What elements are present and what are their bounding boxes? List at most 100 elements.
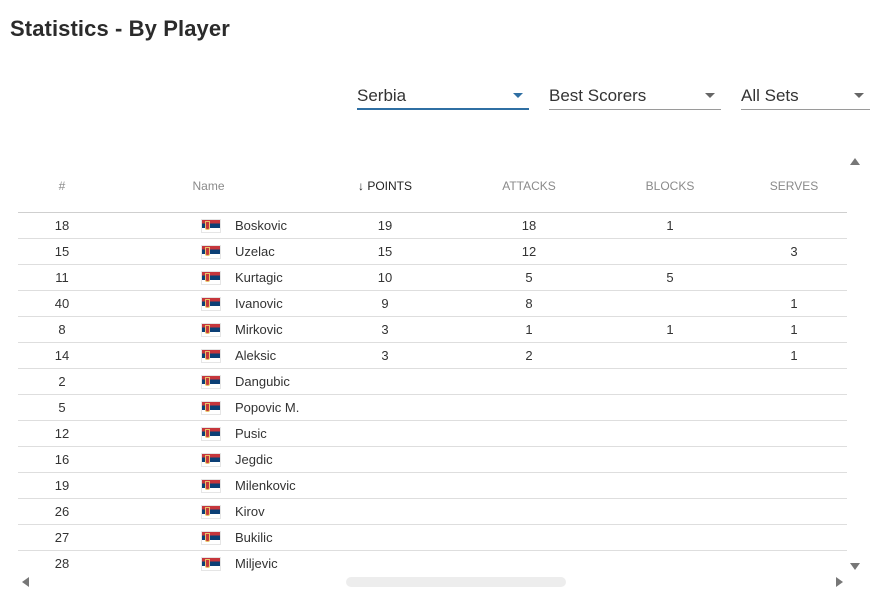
cell-blocks: 5 xyxy=(599,264,741,291)
cell-blocks xyxy=(599,238,741,265)
serbia-flag-icon xyxy=(201,557,221,572)
chevron-down-icon xyxy=(705,93,715,98)
team-select-value: Serbia xyxy=(357,86,407,105)
cell-blocks xyxy=(599,498,741,525)
cell-points: 15 xyxy=(311,238,459,265)
col-header-blocks[interactable]: BLOCKS xyxy=(599,160,741,213)
serbia-flag-icon xyxy=(201,245,221,260)
col-header-number[interactable]: # xyxy=(18,160,106,213)
horizontal-scrollbar[interactable] xyxy=(36,574,832,590)
cell-attacks xyxy=(459,472,599,499)
cell-serves xyxy=(741,264,847,291)
cell-serves: 3 xyxy=(741,238,847,265)
cell-name: Popovic M. xyxy=(106,394,311,421)
cell-name: Jegdic xyxy=(106,446,311,473)
player-name[interactable]: Popovic M. xyxy=(235,399,300,415)
table-row[interactable]: 12 Pusic xyxy=(18,420,847,447)
col-header-points[interactable]: ↓ POINTS xyxy=(311,160,459,213)
table-row[interactable]: 2 Dangubic xyxy=(18,368,847,395)
player-name[interactable]: Uzelac xyxy=(235,243,275,259)
col-header-serves[interactable]: SERVES xyxy=(741,160,847,213)
table-row[interactable]: 19 Milenkovic xyxy=(18,472,847,499)
cell-name: Kirov xyxy=(106,498,311,525)
cell-attacks: 1 xyxy=(459,316,599,343)
cell-attacks xyxy=(459,498,599,525)
table-row[interactable]: 5 Popovic M. xyxy=(18,394,847,421)
cell-attacks xyxy=(459,446,599,473)
player-name[interactable]: Kirov xyxy=(235,503,265,519)
cell-name: Kurtagic xyxy=(106,264,311,291)
cell-serves xyxy=(741,368,847,395)
cell-number: 16 xyxy=(18,446,106,473)
cell-name: Milenkovic xyxy=(106,472,311,499)
scroll-left-arrow-icon[interactable] xyxy=(22,577,29,587)
cell-attacks xyxy=(459,394,599,421)
cell-blocks xyxy=(599,394,741,421)
scroll-right-arrow-icon[interactable] xyxy=(836,577,843,587)
cell-points: 9 xyxy=(311,290,459,317)
cell-attacks: 5 xyxy=(459,264,599,291)
table-row[interactable]: 27 Bukilic xyxy=(18,524,847,551)
cell-blocks xyxy=(599,368,741,395)
table-row[interactable]: 15 Uzelac 15 12 3 xyxy=(18,238,847,265)
player-name[interactable]: Boskovic xyxy=(235,217,288,233)
col-header-attacks[interactable]: ATTACKS xyxy=(459,160,599,213)
cell-points xyxy=(311,498,459,525)
cell-name: Uzelac xyxy=(106,238,311,265)
serbia-flag-icon xyxy=(201,427,221,442)
cell-attacks: 12 xyxy=(459,238,599,265)
cell-blocks xyxy=(599,550,741,572)
cell-number: 8 xyxy=(18,316,106,343)
table-row[interactable]: 18 Boskovic 19 18 1 xyxy=(18,212,847,239)
cell-points xyxy=(311,550,459,572)
cell-points: 3 xyxy=(311,316,459,343)
cell-blocks xyxy=(599,446,741,473)
table-row[interactable]: 26 Kirov xyxy=(18,498,847,525)
player-name[interactable]: Ivanovic xyxy=(235,295,283,311)
chevron-down-icon xyxy=(854,93,864,98)
team-select[interactable]: Serbia xyxy=(357,84,529,110)
player-name[interactable]: Bukilic xyxy=(235,529,273,545)
serbia-flag-icon xyxy=(201,531,221,546)
stats-table-container[interactable]: # Name ↓ POINTS ATTACKS BLOCKS SERVES 18… xyxy=(18,160,847,572)
col-header-name[interactable]: Name xyxy=(106,160,311,213)
cell-points xyxy=(311,394,459,421)
cell-number: 28 xyxy=(18,550,106,572)
cell-number: 26 xyxy=(18,498,106,525)
player-name[interactable]: Pusic xyxy=(235,425,267,441)
serbia-flag-icon xyxy=(201,271,221,286)
table-row[interactable]: 14 Aleksic 3 2 1 xyxy=(18,342,847,369)
cell-points: 19 xyxy=(311,212,459,239)
table-header-row: # Name ↓ POINTS ATTACKS BLOCKS SERVES xyxy=(18,160,847,213)
cell-points xyxy=(311,368,459,395)
cell-blocks xyxy=(599,472,741,499)
cell-blocks xyxy=(599,290,741,317)
cell-points xyxy=(311,420,459,447)
cell-attacks xyxy=(459,524,599,551)
cell-serves xyxy=(741,394,847,421)
cell-serves xyxy=(741,524,847,551)
category-select[interactable]: Best Scorers xyxy=(549,84,721,110)
player-name[interactable]: Mirkovic xyxy=(235,321,283,337)
player-name[interactable]: Milenkovic xyxy=(235,477,296,493)
sets-select[interactable]: All Sets xyxy=(741,84,870,110)
player-name[interactable]: Miljevic xyxy=(235,555,278,571)
cell-serves xyxy=(741,446,847,473)
cell-blocks: 1 xyxy=(599,316,741,343)
scroll-down-arrow-icon[interactable] xyxy=(850,563,860,570)
player-name[interactable]: Kurtagic xyxy=(235,269,283,285)
horizontal-scroll-thumb[interactable] xyxy=(346,577,566,587)
table-row[interactable]: 11 Kurtagic 10 5 5 xyxy=(18,264,847,291)
table-row[interactable]: 40 Ivanovic 9 8 1 xyxy=(18,290,847,317)
table-row[interactable]: 8 Mirkovic 3 1 1 1 xyxy=(18,316,847,343)
scroll-up-arrow-icon[interactable] xyxy=(850,158,860,165)
table-row[interactable]: 28 Miljevic xyxy=(18,550,847,572)
player-name[interactable]: Dangubic xyxy=(235,373,290,389)
cell-points xyxy=(311,524,459,551)
cell-name: Mirkovic xyxy=(106,316,311,343)
cell-serves: 1 xyxy=(741,342,847,369)
cell-attacks: 8 xyxy=(459,290,599,317)
player-name[interactable]: Jegdic xyxy=(235,451,273,467)
table-row[interactable]: 16 Jegdic xyxy=(18,446,847,473)
player-name[interactable]: Aleksic xyxy=(235,347,277,363)
